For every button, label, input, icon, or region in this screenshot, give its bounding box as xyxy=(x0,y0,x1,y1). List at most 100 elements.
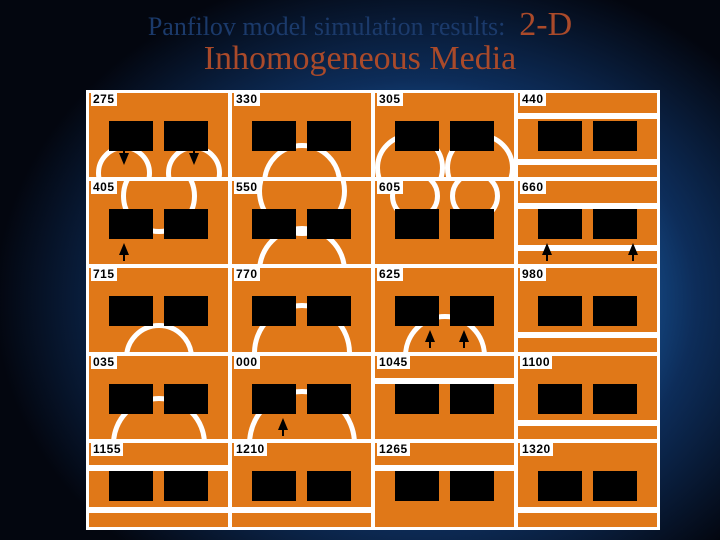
obstacle xyxy=(252,471,296,501)
obstacle xyxy=(252,121,296,151)
frame-cell: 1155 xyxy=(89,443,228,527)
obstacle xyxy=(538,384,582,414)
obstacle xyxy=(450,209,494,239)
title-suffix: 2-D xyxy=(519,6,572,43)
frame-cell: 770 xyxy=(232,268,371,352)
obstacle xyxy=(450,384,494,414)
wave-band xyxy=(518,420,657,426)
frame-cell: 000 xyxy=(232,356,371,440)
frame-cell: 625 xyxy=(375,268,514,352)
frame-time-label: 660 xyxy=(520,181,546,194)
title-line2: Inhomogeneous Media xyxy=(0,40,720,78)
obstacle xyxy=(395,296,439,326)
frame-time-label: 1320 xyxy=(520,443,553,456)
direction-arrow-icon xyxy=(459,330,469,342)
frame-time-label: 770 xyxy=(234,268,260,281)
wavefront xyxy=(124,323,194,352)
obstacle xyxy=(395,209,439,239)
obstacle xyxy=(164,121,208,151)
frame-time-label: 405 xyxy=(91,181,117,194)
obstacle xyxy=(109,121,153,151)
obstacle xyxy=(593,471,637,501)
obstacle xyxy=(395,384,439,414)
frame-cell: 440 xyxy=(518,93,657,177)
frame-cell: 605 xyxy=(375,181,514,265)
obstacle xyxy=(450,121,494,151)
obstacle xyxy=(307,471,351,501)
frame-cell: 1210 xyxy=(232,443,371,527)
obstacle xyxy=(252,384,296,414)
obstacle xyxy=(164,209,208,239)
frame-time-label: 1210 xyxy=(234,443,267,456)
obstacle xyxy=(593,296,637,326)
obstacle xyxy=(252,296,296,326)
frame-time-label: 035 xyxy=(91,356,117,369)
frame-time-label: 440 xyxy=(520,93,546,106)
frame-cell: 275 xyxy=(89,93,228,177)
frame-time-label: 305 xyxy=(377,93,403,106)
obstacle xyxy=(109,384,153,414)
obstacle xyxy=(109,296,153,326)
direction-arrow-icon xyxy=(189,153,199,165)
frame-cell: 1045 xyxy=(375,356,514,440)
direction-arrow-icon xyxy=(119,243,129,255)
frame-time-label: 605 xyxy=(377,181,403,194)
obstacle xyxy=(307,121,351,151)
slide-title: Panfilov model simulation results: 2-D I… xyxy=(0,6,720,78)
obstacle xyxy=(395,471,439,501)
frame-cell: 660 xyxy=(518,181,657,265)
obstacle xyxy=(164,384,208,414)
frame-time-label: 1155 xyxy=(91,443,123,456)
frame-cell: 1320 xyxy=(518,443,657,527)
frame-cell: 1100 xyxy=(518,356,657,440)
obstacle xyxy=(538,471,582,501)
wave-band xyxy=(518,159,657,165)
frame-time-label: 330 xyxy=(234,93,260,106)
obstacle xyxy=(538,121,582,151)
frame-cell: 550 xyxy=(232,181,371,265)
direction-arrow-icon xyxy=(278,418,288,430)
obstacle xyxy=(538,209,582,239)
frame-cell: 035 xyxy=(89,356,228,440)
wave-band xyxy=(518,507,657,513)
frame-time-label: 715 xyxy=(91,268,117,281)
frame-time-label: 1265 xyxy=(377,443,410,456)
obstacle xyxy=(307,384,351,414)
wave-band xyxy=(232,507,371,513)
frame-time-label: 980 xyxy=(520,268,546,281)
wave-band xyxy=(518,113,657,119)
obstacle xyxy=(307,209,351,239)
frame-cell: 330 xyxy=(232,93,371,177)
frame-time-label: 1045 xyxy=(377,356,410,369)
frame-cell: 1265 xyxy=(375,443,514,527)
obstacle xyxy=(450,296,494,326)
obstacle xyxy=(164,471,208,501)
frame-cell: 405 xyxy=(89,181,228,265)
obstacle xyxy=(593,209,637,239)
frame-cell: 305 xyxy=(375,93,514,177)
frame-cell: 715 xyxy=(89,268,228,352)
frame-cell: 980 xyxy=(518,268,657,352)
obstacle xyxy=(109,471,153,501)
direction-arrow-icon xyxy=(425,330,435,342)
obstacle xyxy=(252,209,296,239)
direction-arrow-icon xyxy=(542,243,552,255)
obstacle xyxy=(593,121,637,151)
obstacle xyxy=(109,209,153,239)
obstacle xyxy=(164,296,208,326)
title-prefix: Panfilov model simulation results: xyxy=(148,12,505,41)
obstacle xyxy=(538,296,582,326)
simulation-grid: 275 330 305 440 405 550 605 660 715 770 625 980 035 0… xyxy=(86,90,660,530)
direction-arrow-icon xyxy=(119,153,129,165)
frame-time-label: 275 xyxy=(91,93,117,106)
frame-time-label: 625 xyxy=(377,268,403,281)
wave-band xyxy=(89,507,228,513)
obstacle xyxy=(307,296,351,326)
obstacle xyxy=(395,121,439,151)
direction-arrow-icon xyxy=(628,243,638,255)
obstacle xyxy=(450,471,494,501)
frame-time-label: 000 xyxy=(234,356,260,369)
obstacle xyxy=(593,384,637,414)
wave-band xyxy=(518,332,657,338)
frame-time-label: 550 xyxy=(234,181,260,194)
